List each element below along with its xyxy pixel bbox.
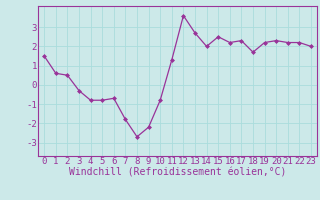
X-axis label: Windchill (Refroidissement éolien,°C): Windchill (Refroidissement éolien,°C)	[69, 168, 286, 178]
